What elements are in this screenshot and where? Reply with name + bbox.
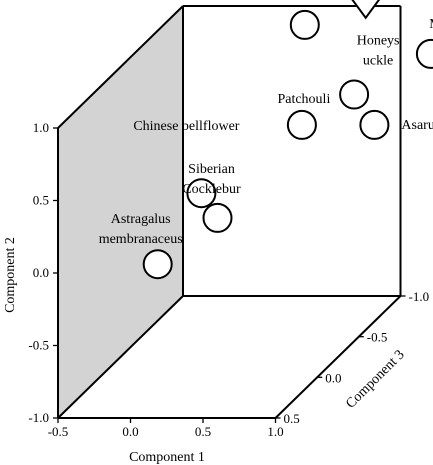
z-tick-label: -1.0 — [409, 289, 430, 304]
left-wall — [58, 6, 183, 418]
y-tick-label: 1.0 — [33, 120, 49, 135]
data-point-marker — [339, 79, 370, 110]
data-point-marker — [286, 109, 317, 140]
data-point-marker — [202, 202, 233, 233]
back-wall — [183, 6, 401, 296]
plot-box — [57, 5, 402, 419]
data-point-marker — [186, 178, 217, 209]
z-axis-label: Component 3 — [343, 347, 407, 411]
axis-ticks: -0.5 0.0 0.5 1.0-1.0-0.50.00.51.0-1.0-0.50.… — [28, 120, 429, 439]
data-points — [142, 0, 433, 280]
y-axis-label: Component 2 — [3, 237, 18, 313]
edge-bottom-left — [57, 295, 184, 419]
data-point-marker-diamond — [351, 0, 381, 20]
y-tick-label: 0.5 — [33, 193, 49, 208]
data-labels: Magnolia° MINTMintHoneysucklePatchouliAs… — [99, 17, 433, 247]
z-tick-label: 0.0 — [325, 370, 341, 385]
x-tick-label: 0.0 — [122, 424, 138, 439]
y-tick-label: 0.0 — [33, 265, 49, 280]
edge-bottom-right — [274, 295, 402, 419]
data-point-label: Honeys uckle — [357, 34, 400, 69]
data-point-marker — [415, 38, 433, 69]
data-point-label: Asarum — [401, 118, 433, 133]
x-tick-label: 1.0 — [267, 424, 283, 439]
data-point-label: Astragalus membranaceus — [99, 212, 183, 247]
x-axis-label: Component 1 — [129, 450, 205, 465]
x-tick-label: -0.5 — [48, 424, 69, 439]
data-point-label: Patchouli — [277, 92, 330, 107]
data-point-marker — [289, 9, 320, 40]
x-tick-label: 0.5 — [195, 424, 211, 439]
data-point-label: Chinese bellflower — [133, 119, 239, 134]
edge-top-left — [57, 5, 184, 129]
data-point-marker — [359, 109, 390, 140]
z-tick-label: -0.5 — [367, 330, 388, 345]
y-tick-label: -0.5 — [28, 338, 49, 353]
data-point-marker — [142, 249, 173, 280]
y-tick-label: -1.0 — [28, 410, 49, 425]
data-point-label: Siberian Cocklebur — [182, 162, 241, 197]
data-point-label: Mint — [429, 17, 433, 32]
z-tick-label: 0.5 — [284, 411, 300, 426]
